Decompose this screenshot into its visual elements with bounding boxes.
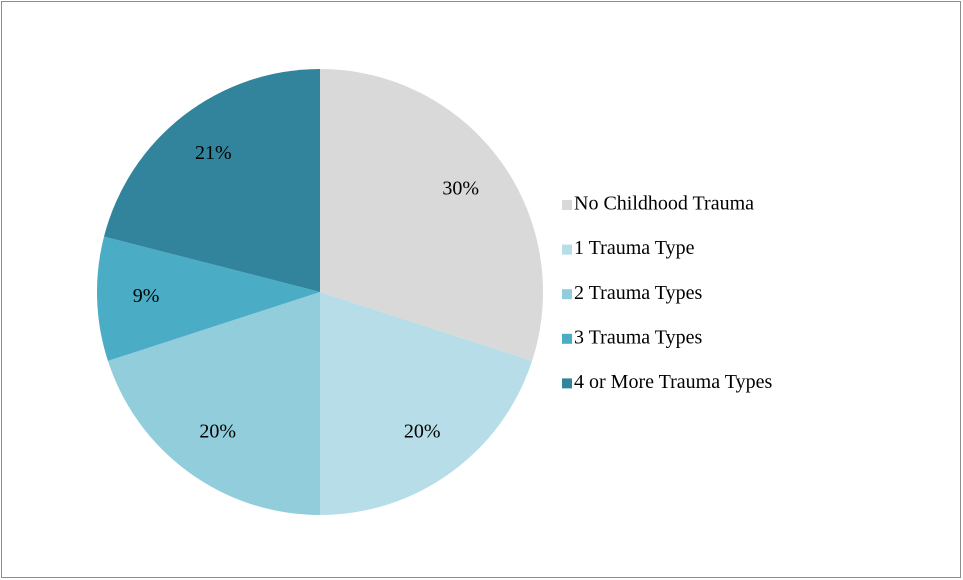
legend-swatch	[562, 200, 572, 210]
legend-label: No Childhood Trauma	[574, 193, 754, 215]
legend-swatch	[562, 378, 572, 389]
legend-swatch	[562, 333, 572, 344]
legend-label: 3 Trauma Types	[574, 326, 702, 348]
legend-swatch	[562, 244, 572, 255]
pie-slice	[97, 236, 321, 361]
legend-label: 1 Trauma Type	[574, 237, 695, 259]
data-label: 20%	[199, 420, 236, 442]
pie-slice	[104, 68, 321, 293]
data-label: 30%	[442, 177, 479, 199]
data-label: 9%	[133, 285, 160, 307]
pie-slice	[107, 292, 320, 515]
legend-swatch	[562, 289, 572, 300]
pie-slice	[320, 69, 544, 361]
legend-label: 2 Trauma Types	[574, 282, 702, 304]
data-label: 20%	[404, 420, 441, 442]
legend-label: 4 or More Trauma Types	[574, 371, 772, 393]
data-label: 21%	[195, 142, 232, 164]
pie-slice	[320, 292, 533, 515]
